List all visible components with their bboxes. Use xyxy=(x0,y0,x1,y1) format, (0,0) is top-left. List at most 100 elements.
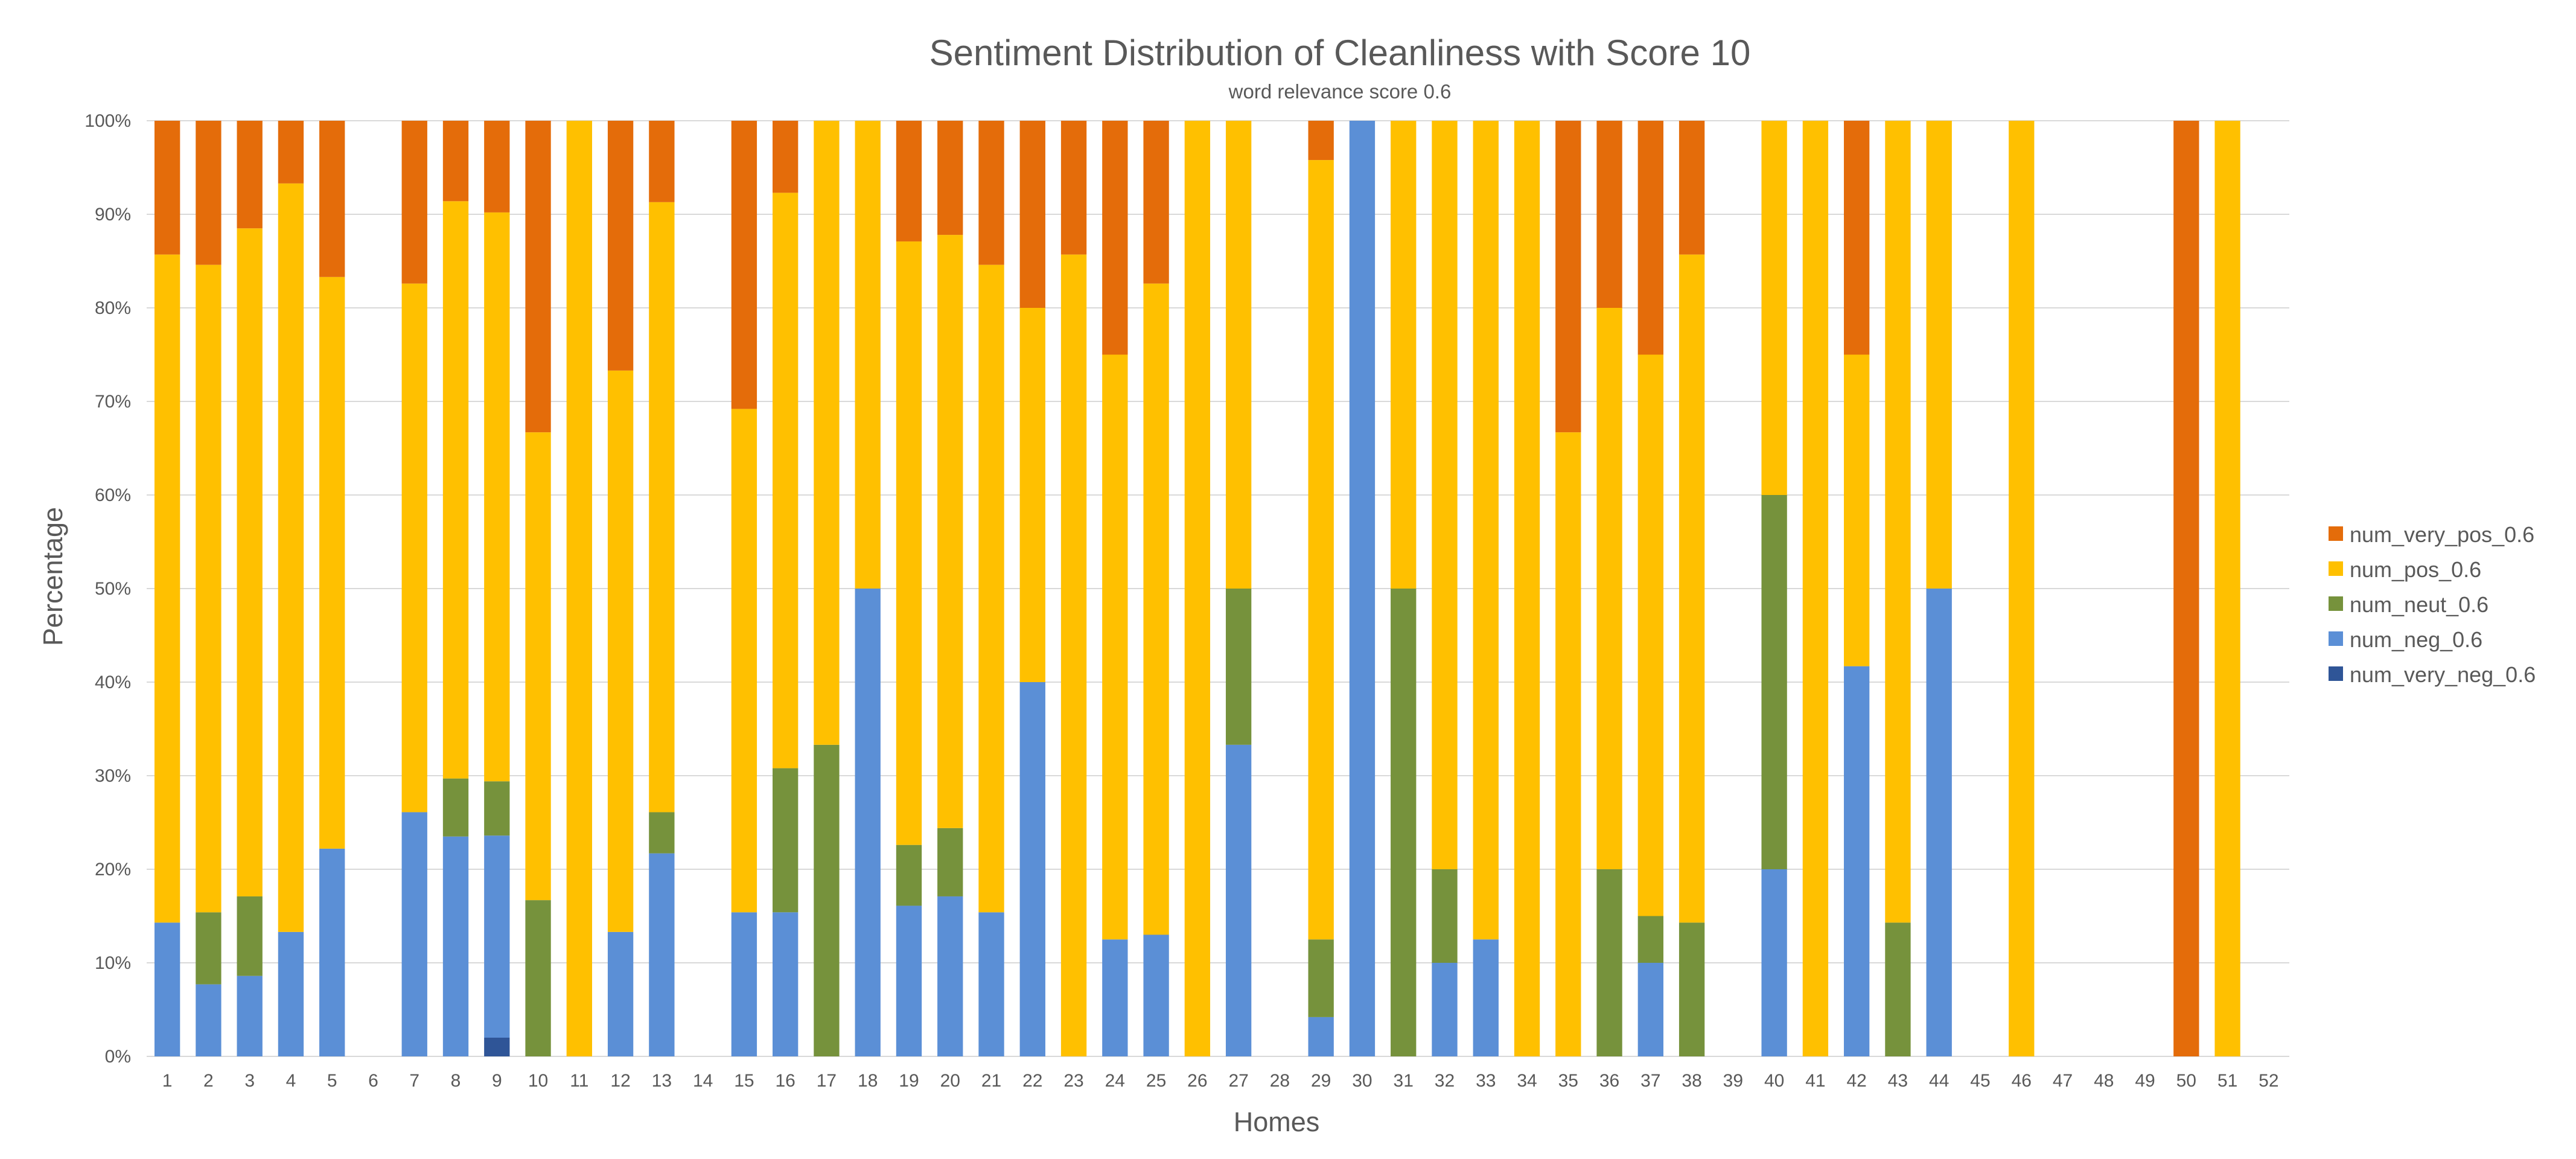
legend-swatch xyxy=(2329,596,2343,611)
bar-segment xyxy=(1637,354,1663,916)
bar-segment xyxy=(607,931,634,1056)
bar-segment xyxy=(525,900,551,1056)
x-tick-label: 4 xyxy=(286,1071,296,1091)
x-axis-tick-labels: 1 2 3 4 5 6 7 8 9 10 11 12 13 14 15 16 17 18 19 20 21 22 23 24 2… xyxy=(162,1071,2279,1091)
bar-segment xyxy=(319,276,345,849)
bar-segment xyxy=(484,1038,510,1056)
bar-segment xyxy=(442,121,469,202)
legend-item: num_neg_0.6 xyxy=(2329,627,2482,652)
bar-segment xyxy=(1596,308,1622,869)
bar-segment xyxy=(937,121,963,235)
x-tick-label: 3 xyxy=(244,1071,255,1091)
bar-segment xyxy=(773,121,799,193)
y-tick-label: 0% xyxy=(105,1047,131,1067)
legend-item: num_neut_0.6 xyxy=(2329,592,2488,617)
x-tick-label: 50 xyxy=(2176,1071,2196,1091)
bar-segment xyxy=(1885,121,1911,923)
bar-segment xyxy=(937,896,963,1056)
x-tick-label: 28 xyxy=(1270,1071,1290,1091)
bar-segment xyxy=(401,283,427,813)
x-tick-label: 13 xyxy=(652,1071,672,1091)
bar-segment xyxy=(1885,922,1911,1056)
bar-segment xyxy=(1019,121,1045,308)
x-tick-label: 22 xyxy=(1022,1071,1042,1091)
bar-segment xyxy=(237,121,263,229)
x-tick-label: 43 xyxy=(1888,1071,1908,1091)
x-tick-label: 23 xyxy=(1063,1071,1083,1091)
x-tick-label: 17 xyxy=(817,1071,837,1091)
bar-segment xyxy=(1432,869,1458,963)
bar-segment xyxy=(855,589,881,1056)
x-tick-label: 34 xyxy=(1517,1071,1537,1091)
bar-segment xyxy=(154,121,180,255)
legend-swatch xyxy=(2329,631,2343,646)
bar-segment xyxy=(525,432,551,901)
chart-title: Sentiment Distribution of Cleanliness wi… xyxy=(929,33,1751,73)
x-tick-label: 26 xyxy=(1187,1071,1207,1091)
chart-subtitle: word relevance score 0.6 xyxy=(1228,80,1452,103)
x-tick-label: 12 xyxy=(610,1071,630,1091)
bar-segment xyxy=(237,228,263,896)
bar-segment xyxy=(237,975,263,1056)
bar-segment xyxy=(401,812,427,1056)
x-tick-label: 41 xyxy=(1805,1071,1825,1091)
bar-segment xyxy=(1679,922,1705,1056)
bar-segment xyxy=(649,202,675,813)
x-tick-label: 10 xyxy=(528,1071,548,1091)
bar-segment xyxy=(1308,939,1334,1017)
bar-segment xyxy=(607,370,634,932)
bar-segment xyxy=(1225,121,1252,589)
bar-segment xyxy=(896,845,922,906)
bar-segment xyxy=(484,121,510,212)
bar-segment xyxy=(1555,432,1581,1056)
x-tick-label: 44 xyxy=(1929,1071,1949,1091)
legend-label: num_neut_0.6 xyxy=(2350,592,2488,617)
x-tick-label: 45 xyxy=(1970,1071,1990,1091)
bar-segment xyxy=(1225,589,1252,745)
x-tick-label: 27 xyxy=(1228,1071,1248,1091)
bar-segment xyxy=(1308,160,1334,940)
bar-segment xyxy=(814,744,840,1056)
bar-segment xyxy=(1184,121,1211,1056)
bar-segment xyxy=(937,828,963,896)
bar-segment xyxy=(154,922,180,1056)
bar-segment xyxy=(442,836,469,1056)
legend-item: num_pos_0.6 xyxy=(2329,557,2481,582)
bar-segment xyxy=(1637,121,1663,355)
bar-segment xyxy=(773,912,799,1056)
bar-segment xyxy=(978,121,1004,265)
bar-segment xyxy=(1143,283,1169,935)
bar-segment xyxy=(978,264,1004,913)
bar-segment xyxy=(814,121,840,745)
bar-segment xyxy=(1844,354,1870,666)
legend-label: num_neg_0.6 xyxy=(2350,627,2482,652)
bar-segment xyxy=(1019,308,1045,682)
x-tick-label: 21 xyxy=(981,1071,1001,1091)
bar-segment xyxy=(1679,121,1705,255)
legend-swatch xyxy=(2329,526,2343,541)
y-tick-label: 80% xyxy=(95,298,131,318)
bar-segment xyxy=(731,912,757,1056)
bar-segment xyxy=(1514,121,1540,1056)
x-tick-label: 31 xyxy=(1394,1071,1414,1091)
x-tick-label: 14 xyxy=(693,1071,713,1091)
bar-segment xyxy=(2214,121,2240,1056)
x-tick-label: 49 xyxy=(2135,1071,2155,1091)
bar-segment xyxy=(278,183,304,932)
bars xyxy=(154,121,2240,1056)
bar-segment xyxy=(1761,869,1787,1056)
legend-item: num_very_neg_0.6 xyxy=(2329,662,2536,687)
bar-segment xyxy=(1761,121,1787,495)
bar-segment xyxy=(978,912,1004,1056)
bar-segment xyxy=(484,835,510,1038)
x-tick-label: 36 xyxy=(1599,1071,1619,1091)
bar-segment xyxy=(237,896,263,976)
bar-segment xyxy=(896,121,922,241)
bar-segment xyxy=(442,201,469,779)
bar-segment xyxy=(649,812,675,854)
bar-segment xyxy=(896,905,922,1056)
bar-segment xyxy=(1926,121,1952,589)
bar-segment xyxy=(319,848,345,1056)
